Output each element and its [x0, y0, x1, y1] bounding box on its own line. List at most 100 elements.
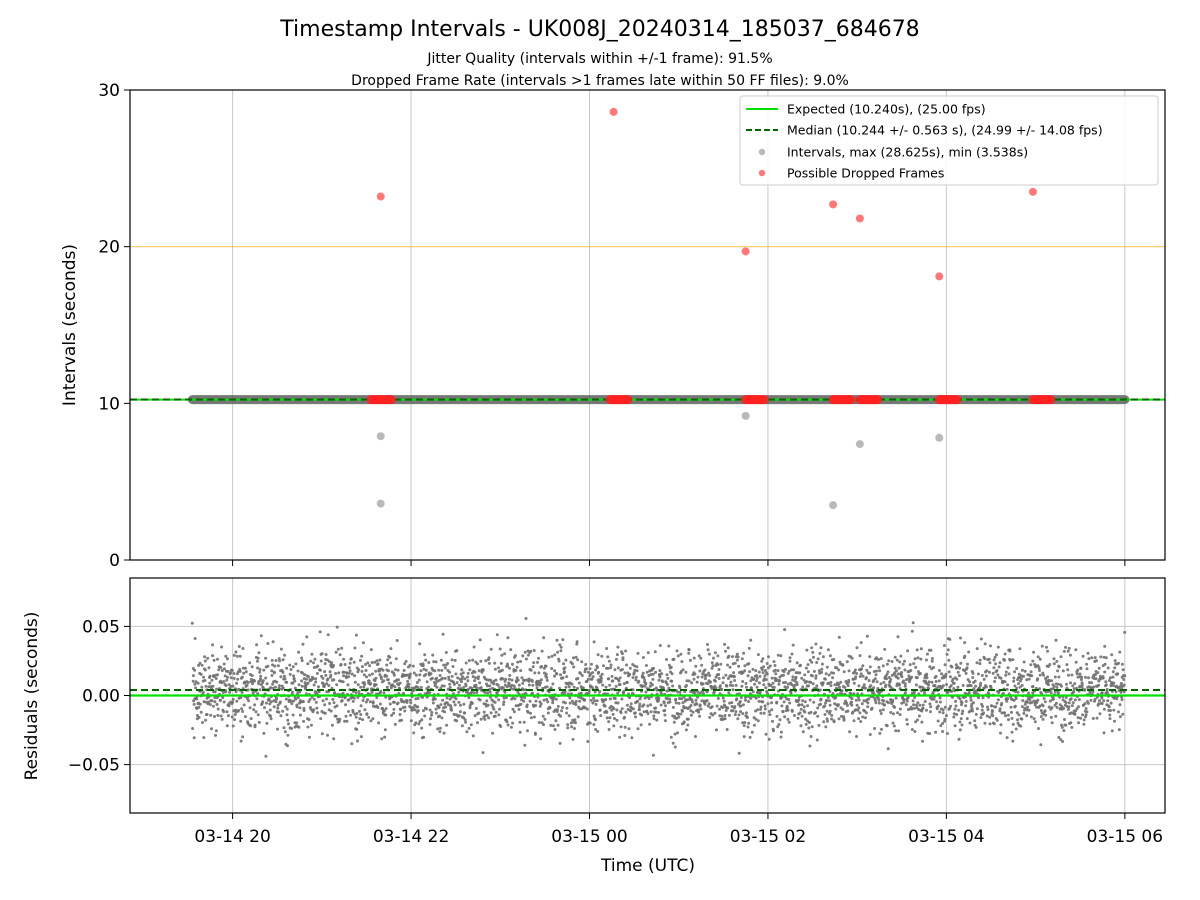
residual-point	[382, 691, 386, 695]
residual-point	[193, 682, 197, 686]
residual-point	[629, 709, 633, 713]
residual-point	[364, 662, 368, 666]
residual-point	[239, 739, 243, 743]
residual-point	[693, 690, 697, 694]
residual-point	[228, 690, 232, 694]
residual-point	[381, 668, 385, 672]
residual-point	[678, 686, 682, 690]
residual-point	[283, 653, 287, 657]
residual-point	[1005, 736, 1009, 740]
residual-point	[288, 672, 292, 676]
residual-point	[193, 637, 197, 640]
residual-point	[592, 640, 596, 644]
residual-point	[574, 655, 578, 659]
residual-point	[997, 665, 1001, 669]
residual-point	[281, 709, 285, 713]
residual-point	[983, 721, 987, 725]
residual-point	[373, 679, 377, 683]
residual-point	[769, 683, 773, 687]
dropped-frame-point	[855, 214, 864, 223]
residual-point	[370, 690, 374, 694]
residual-point	[903, 684, 907, 688]
residual-point	[568, 701, 572, 705]
residual-point	[581, 686, 585, 690]
residual-point	[657, 711, 660, 714]
residual-point	[578, 699, 582, 703]
residual-point	[380, 737, 384, 741]
residual-point	[685, 679, 689, 683]
interval-point	[935, 433, 944, 442]
residual-point	[737, 751, 741, 755]
residual-point	[315, 672, 319, 675]
residual-point	[802, 705, 806, 709]
residual-point	[214, 733, 217, 737]
residual-point	[214, 677, 218, 680]
residual-point	[276, 727, 279, 731]
residual-point	[935, 700, 939, 704]
residual-point	[1010, 730, 1014, 734]
residual-point	[441, 632, 445, 636]
residual-point	[800, 703, 804, 707]
residual-point	[513, 697, 517, 701]
residual-point	[232, 653, 236, 657]
legend-dropped-swatch	[758, 169, 766, 177]
residual-point	[324, 673, 328, 677]
residual-point	[1022, 711, 1026, 715]
residual-point	[416, 705, 420, 709]
residual-point	[788, 701, 792, 705]
residual-point	[825, 699, 829, 702]
residual-point	[275, 696, 279, 700]
residual-point	[358, 717, 362, 721]
residual-point	[567, 714, 571, 718]
residual-point	[810, 646, 814, 650]
residual-point	[345, 671, 349, 675]
residual-point	[910, 675, 914, 679]
residual-point	[862, 683, 866, 687]
residual-point	[961, 684, 965, 687]
residual-point	[834, 707, 838, 711]
residual-point	[973, 719, 977, 723]
residual-point	[678, 690, 682, 694]
residual-point	[606, 666, 610, 670]
residual-point	[619, 711, 623, 715]
residual-point	[967, 650, 971, 654]
residual-point	[836, 703, 840, 707]
residual-point	[558, 643, 562, 647]
residual-point	[851, 710, 855, 714]
residual-point	[270, 669, 274, 673]
residual-point	[512, 684, 516, 688]
residual-point	[346, 683, 350, 687]
residual-point	[750, 730, 754, 734]
residual-point	[235, 681, 239, 685]
residual-point	[668, 700, 672, 704]
residual-point	[1099, 655, 1103, 659]
residual-point	[875, 680, 879, 684]
residual-point	[686, 723, 690, 727]
residual-point	[816, 657, 820, 661]
residual-point	[321, 676, 325, 680]
residual-point	[537, 721, 541, 724]
residual-point	[213, 690, 217, 694]
residual-point	[637, 679, 641, 683]
residual-point	[611, 712, 615, 716]
residual-point	[1117, 710, 1120, 714]
residual-point	[551, 724, 555, 728]
residual-point	[641, 656, 645, 659]
residual-point	[565, 706, 569, 710]
residual-point	[525, 703, 529, 707]
residual-point	[994, 662, 998, 666]
residual-point	[408, 663, 412, 667]
residual-point	[527, 683, 531, 687]
residual-point	[775, 714, 779, 718]
residual-point	[676, 712, 680, 716]
residual-point	[1015, 711, 1019, 715]
residual-point	[341, 680, 345, 684]
residual-point	[673, 732, 677, 736]
residual-point	[702, 692, 705, 695]
residual-point	[1118, 703, 1122, 707]
residual-point	[652, 714, 656, 718]
residual-point	[450, 674, 454, 678]
residual-point	[646, 704, 650, 708]
residual-point	[934, 730, 938, 734]
residual-point	[689, 709, 693, 713]
